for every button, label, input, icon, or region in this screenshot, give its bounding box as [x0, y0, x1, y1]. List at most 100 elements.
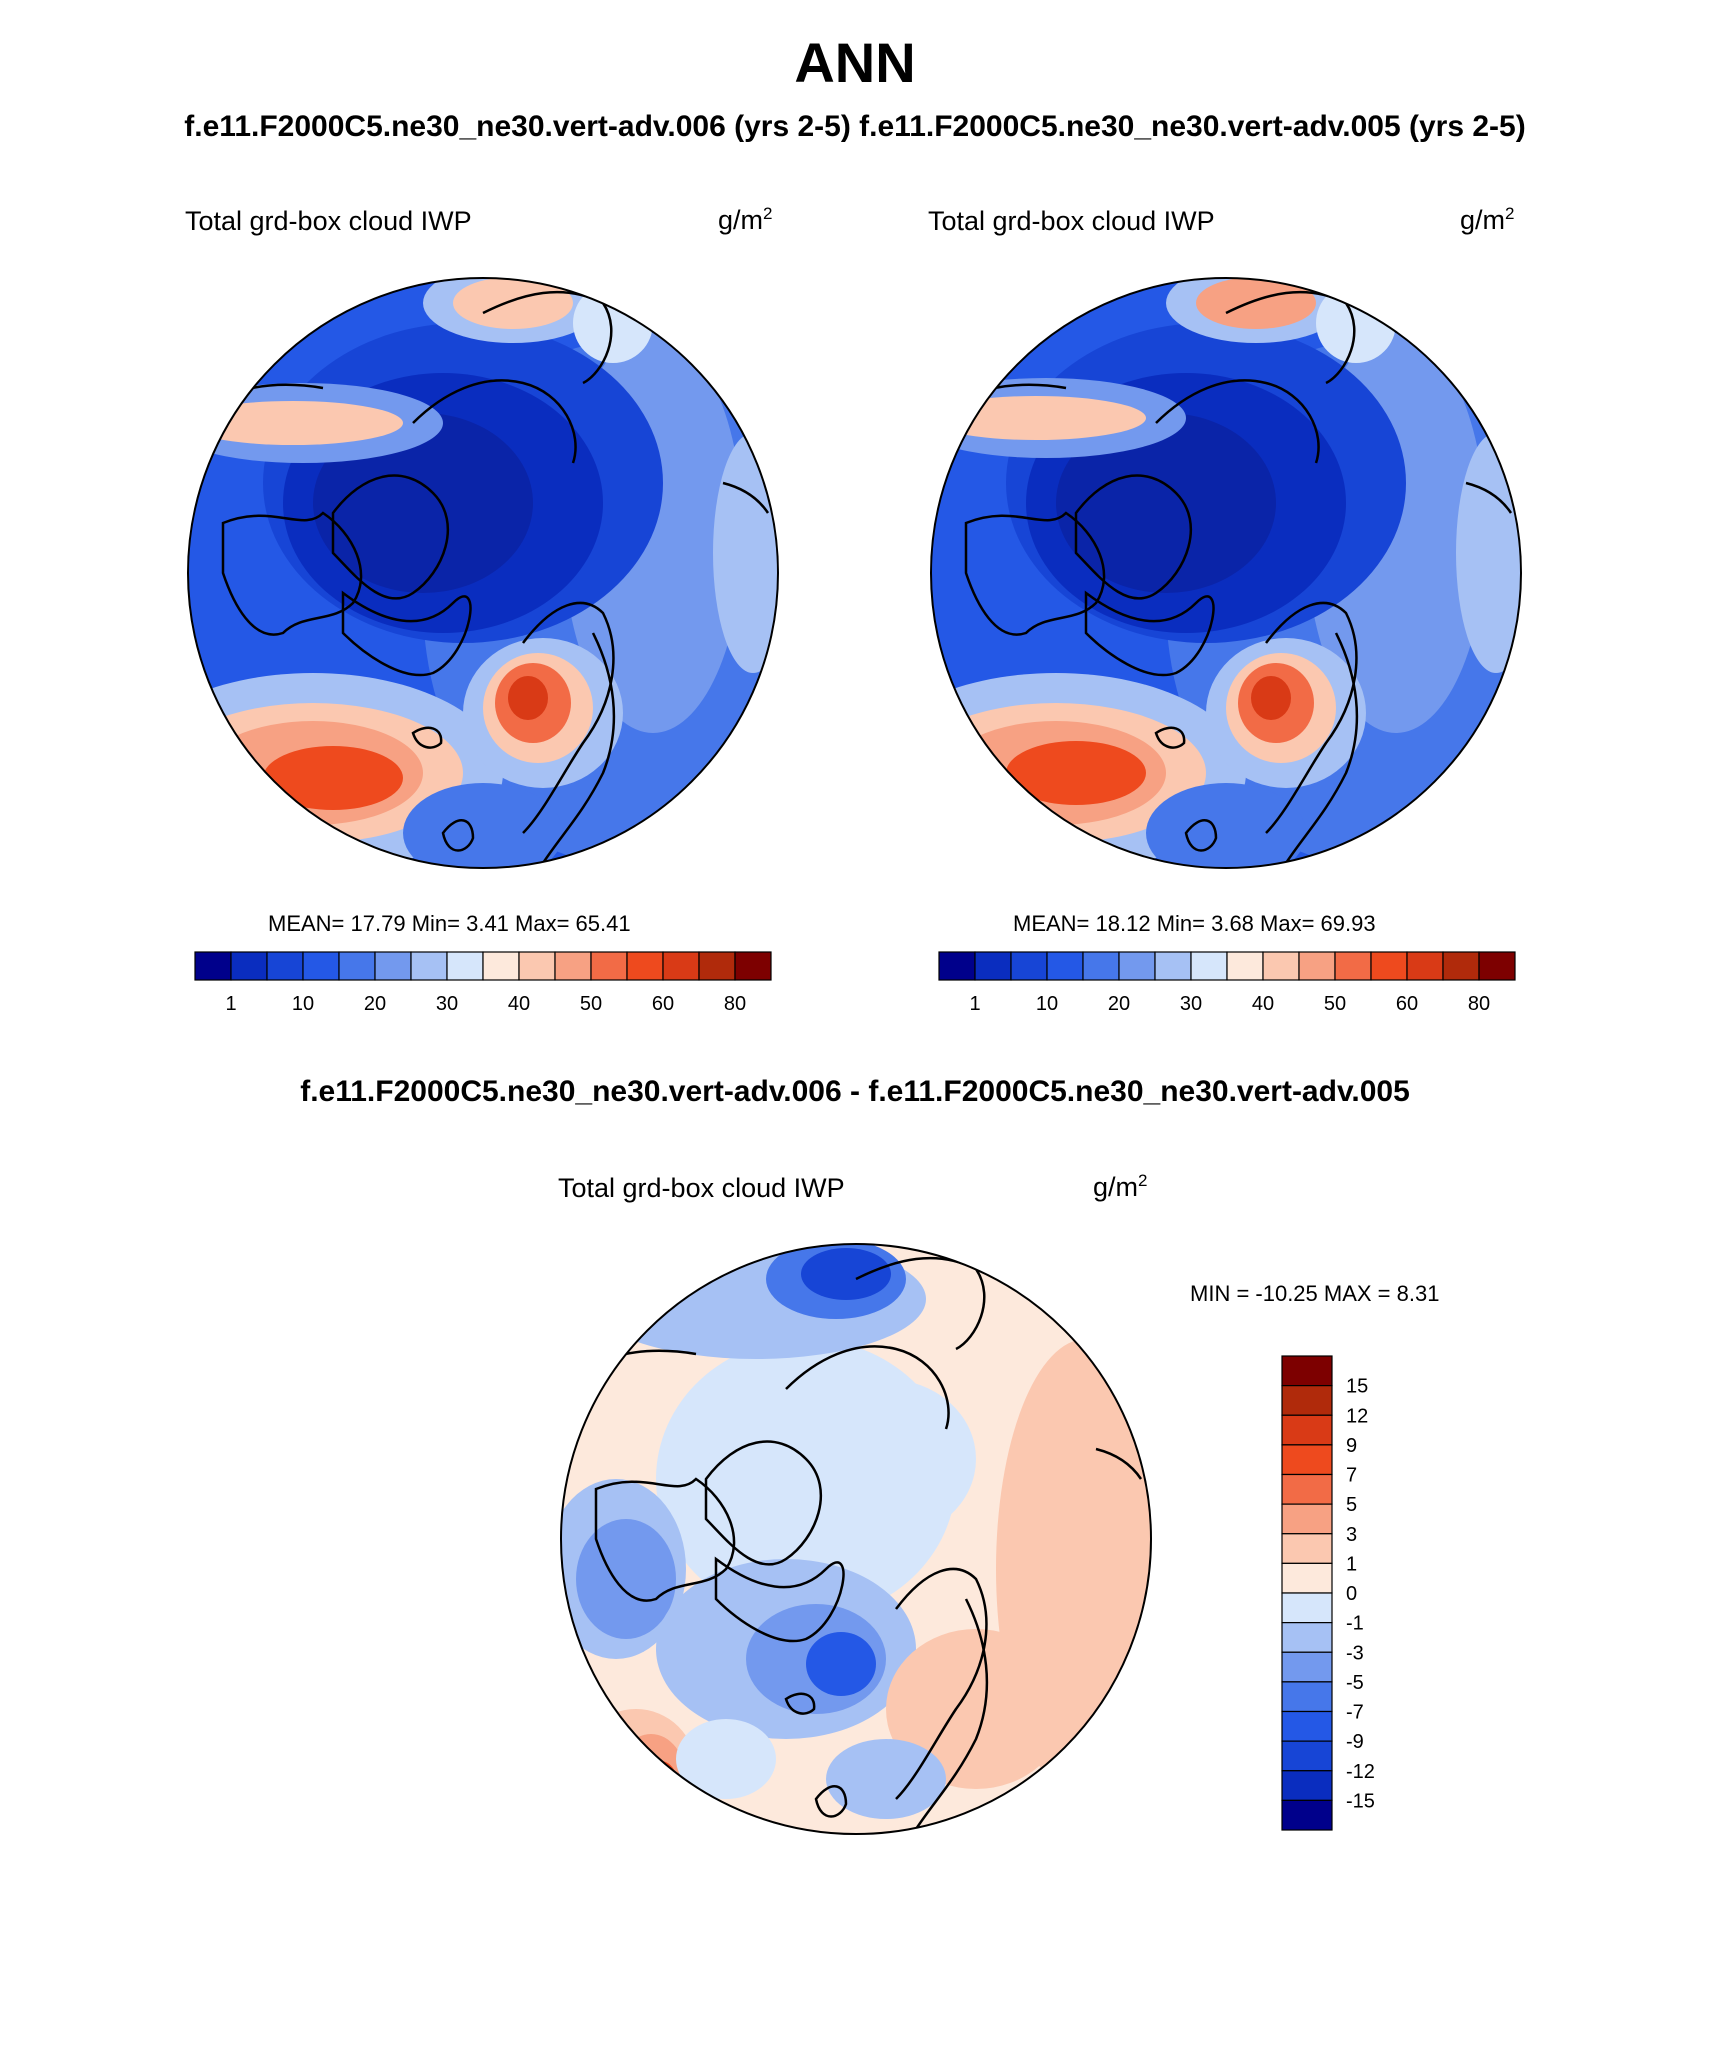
panel3-colorbar-tick-label: 7: [1346, 1465, 1357, 1487]
panel3-variable-label: Total grd-box cloud IWP: [558, 1173, 845, 1203]
panel3-colorbar-tick-label: -1: [1346, 1613, 1364, 1635]
panel2-colorbar: 1 10 20 30 40 50 60 80: [938, 951, 1516, 1015]
panel1-colorbar-swatch: [194, 951, 232, 981]
panel3-colorbar: 15 12 9 7 5 3 1 0 -1 -3 -5 -7 -9 -12 -15: [1281, 1355, 1375, 1831]
panel3-colorbar-swatch: [1281, 1651, 1333, 1683]
panel1-colorbar-swatch: [374, 951, 412, 981]
panel3-colorbar-tick-label: 9: [1346, 1435, 1357, 1457]
panel3-colorbar-swatch: [1281, 1770, 1333, 1801]
panel3-polar-map: [560, 1243, 1152, 1835]
panel3-colorbar-tick-label: 12: [1346, 1405, 1368, 1427]
panel3-colorbar-tick-label: -5: [1346, 1672, 1364, 1694]
panel3-colorbar-swatch: [1281, 1533, 1333, 1564]
panel2-colorbar-swatch: [1046, 951, 1084, 981]
panel3-colorbar-swatch: [1281, 1562, 1333, 1594]
panel1-colorbar-swatch: [518, 951, 556, 981]
panel3-colorbar-tick-label: 0: [1346, 1583, 1357, 1605]
panel3-colorbar-tick-label: 1: [1346, 1553, 1357, 1575]
panel2-colorbar-tick-label: 60: [1396, 993, 1418, 1015]
panel1-colorbar-swatch: [662, 951, 700, 981]
panel1-colorbar-tick-label: 30: [436, 993, 458, 1015]
case-subtitle-right: f.e11.F2000C5.ne30_ne30.vert-adv.005 (yr…: [859, 110, 1526, 143]
panel1-colorbar-tick-label: 60: [652, 993, 674, 1015]
panel1-colorbar-tick-label: 40: [508, 993, 530, 1015]
panel1-colorbar-swatch: [446, 951, 484, 981]
panel2-colorbar-tick-label: 20: [1108, 993, 1130, 1015]
panel1-colorbar-swatch: [410, 951, 448, 981]
panel2-colorbar-swatch: [1226, 951, 1264, 981]
panel3-colorbar-tick-label: -7: [1346, 1702, 1364, 1724]
panel3-colorbar-tick-label: 15: [1346, 1376, 1368, 1398]
panel1-variable-label: Total grd-box cloud IWP: [185, 206, 472, 236]
panel1-units-base: g/m: [718, 205, 764, 235]
panel3-colorbar-tick-label: 3: [1346, 1524, 1357, 1546]
panel2-colorbar-tick-label: 30: [1180, 993, 1202, 1015]
panel2-colorbar-swatch: [1010, 951, 1048, 981]
panel2-colorbar-swatch: [1190, 951, 1228, 981]
case-subtitle: f.e11.F2000C5.ne30_ne30.vert-adv.006 (yr…: [0, 110, 1710, 144]
panel2-units: g/m2: [1460, 204, 1514, 236]
panel1-colorbar-tick-label: 10: [292, 993, 314, 1015]
panel2-colorbar-tick-label: 10: [1036, 993, 1058, 1015]
panel3-colorbar-swatch: [1281, 1503, 1333, 1535]
panel1-colorbar: 1 10 20 30 40 50 60 80: [194, 951, 772, 1015]
panel2-colorbar-tick-label: 40: [1252, 993, 1274, 1015]
panel3-colorbar-swatch: [1281, 1622, 1333, 1653]
panel3-colorbar-swatch: [1281, 1681, 1333, 1713]
panel3-colorbar-swatch: [1281, 1740, 1333, 1772]
panel1-colorbar-swatch: [338, 951, 376, 981]
panel2-polar-map: [930, 277, 1522, 869]
panel2-colorbar-swatch: [1118, 951, 1156, 981]
panel1-colorbar-tick-label: 20: [364, 993, 386, 1015]
panel1-colorbar-swatch: [302, 951, 340, 981]
panel2-colorbar-swatch: [1082, 951, 1120, 981]
panel1-colorbar-swatch: [590, 951, 628, 981]
panel3-colorbar-tick-label: -15: [1346, 1790, 1375, 1812]
page-title: ANN: [794, 31, 916, 94]
panel1-polar-map: [187, 277, 779, 869]
panel1-units-exp: 2: [763, 204, 773, 223]
panel3-colorbar-swatch: [1281, 1592, 1333, 1624]
panel3-colorbar-swatch: [1281, 1710, 1333, 1742]
panel3-colorbar-swatch: [1281, 1473, 1333, 1505]
panel2-colorbar-tick-label: 80: [1468, 993, 1490, 1015]
panel3-colorbar-swatch: [1281, 1444, 1333, 1476]
panel1-colorbar-swatch: [698, 951, 736, 981]
panel2-colorbar-swatch: [974, 951, 1012, 981]
panel1-colorbar-swatch: [266, 951, 304, 981]
diff-title: f.e11.F2000C5.ne30_ne30.vert-adv.006 - f…: [300, 1075, 1410, 1108]
panel1-colorbar-swatch: [734, 951, 772, 981]
panel3-colorbar-swatch: [1281, 1355, 1333, 1387]
panel1-colorbar-tick-label: 1: [225, 993, 236, 1015]
panel2-colorbar-tick-label: 50: [1324, 993, 1346, 1015]
panel2-units-base: g/m: [1460, 205, 1506, 235]
panel3-colorbar-tick-label: -9: [1346, 1731, 1364, 1753]
panel3-stats: MIN = -10.25 MAX = 8.31: [1190, 1281, 1440, 1306]
panel2-colorbar-swatch: [1154, 951, 1192, 981]
panel1-units: g/m2: [718, 204, 772, 236]
panel1-colorbar-swatch: [626, 951, 664, 981]
panel2-units-exp: 2: [1505, 204, 1515, 223]
panel2-colorbar-tick-label: 1: [969, 993, 980, 1015]
panel2-variable-label: Total grd-box cloud IWP: [928, 206, 1215, 236]
panel3-units-exp: 2: [1138, 1171, 1148, 1190]
panel1-colorbar-tick-label: 50: [580, 993, 602, 1015]
panel2-colorbar-swatch: [1406, 951, 1444, 981]
panel3-colorbar-swatch: [1281, 1799, 1333, 1831]
panel2-colorbar-swatch: [1334, 951, 1372, 981]
panel1-colorbar-swatch: [482, 951, 520, 981]
panel3-colorbar-tick-label: -12: [1346, 1761, 1375, 1783]
panel3-colorbar-swatch: [1281, 1414, 1333, 1446]
panel2-colorbar-swatch: [938, 951, 976, 981]
panel1-colorbar-swatch: [554, 951, 592, 981]
panel1-colorbar-swatch: [230, 951, 268, 981]
panel1-colorbar-tick-label: 80: [724, 993, 746, 1015]
panel2-stats: MEAN= 18.12 Min= 3.68 Max= 69.93: [1013, 911, 1376, 936]
panel3-units: g/m2: [1093, 1171, 1147, 1203]
panel2-colorbar-swatch: [1478, 951, 1516, 981]
case-subtitle-left: f.e11.F2000C5.ne30_ne30.vert-adv.006 (yr…: [184, 110, 851, 143]
panel2-colorbar-swatch: [1262, 951, 1300, 981]
panel3-colorbar-tick-label: 5: [1346, 1494, 1357, 1516]
panel3-colorbar-tick-label: -3: [1346, 1642, 1364, 1664]
panel2-colorbar-swatch: [1298, 951, 1336, 981]
